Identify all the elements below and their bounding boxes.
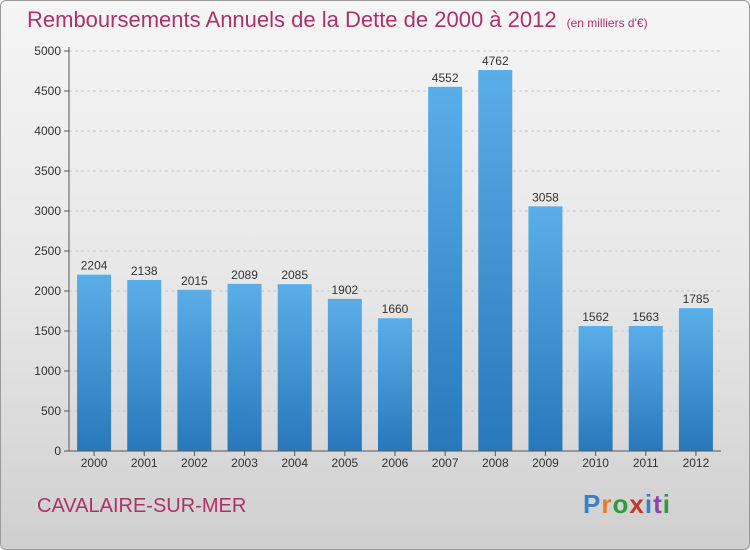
- bar-2009: [528, 206, 563, 451]
- logo-letter: i: [662, 489, 671, 519]
- x-tick-label: 2007: [432, 456, 459, 470]
- data-label: 2089: [231, 268, 258, 282]
- proxiti-logo: Proxiti: [583, 489, 671, 520]
- x-tick-label: 2009: [532, 456, 559, 470]
- y-tick-label: 1500: [34, 324, 61, 338]
- x-tick-label: 2006: [382, 456, 409, 470]
- data-label: 2085: [281, 268, 308, 282]
- bar-2006: [378, 318, 412, 451]
- bar-2007: [428, 86, 463, 451]
- logo-letter: o: [612, 489, 630, 519]
- chart-title-text: Remboursements Annuels de la Dette de 20…: [27, 7, 557, 32]
- x-tick-label: 2004: [281, 456, 308, 470]
- y-tick-label: 2000: [34, 284, 61, 298]
- logo-letter: i: [644, 489, 654, 519]
- y-tick-label: 5000: [34, 44, 61, 58]
- data-label: 2204: [81, 259, 108, 273]
- bar-2000: [77, 274, 112, 451]
- chart-title: Remboursements Annuels de la Dette de 20…: [27, 7, 648, 33]
- bars: 2204 2138 2015 2089 2085 1902 1660 4552 4762 3058…: [77, 54, 713, 451]
- bar-2011: [628, 325, 663, 451]
- bar-2005: [327, 298, 362, 451]
- city-name: CAVALAIRE-SUR-MER: [37, 495, 247, 517]
- y-tick-label: 2500: [34, 244, 61, 258]
- x-tick-label: 2008: [482, 456, 509, 470]
- x-tick-label: 2001: [131, 456, 158, 470]
- x-tick-label: 2012: [683, 456, 710, 470]
- logo-letter: t: [653, 489, 663, 519]
- data-label: 1563: [632, 310, 659, 324]
- bar-2010: [578, 326, 613, 451]
- data-label: 2015: [181, 274, 208, 288]
- y-tick-label: 0: [54, 444, 61, 458]
- data-label: 1902: [331, 283, 358, 297]
- logo-letter: x: [629, 489, 645, 519]
- logo-letter: r: [601, 489, 613, 519]
- y-tick-label: 3500: [34, 164, 61, 178]
- data-label: 2138: [131, 264, 158, 278]
- x-tick-label: 2000: [81, 456, 108, 470]
- y-tick-label: 4000: [34, 124, 61, 138]
- bar-2008: [478, 70, 513, 451]
- data-label: 4552: [432, 71, 459, 85]
- bar-2002: [177, 289, 212, 451]
- data-label: 3058: [532, 190, 559, 204]
- x-tick-label: 2005: [331, 456, 358, 470]
- data-label: 1660: [382, 302, 409, 316]
- x-tick-label: 2003: [231, 456, 258, 470]
- y-tick-label: 4500: [34, 84, 61, 98]
- logo-letter: P: [583, 489, 602, 519]
- y-tick-label: 1000: [34, 364, 61, 378]
- bar-2004: [277, 284, 312, 451]
- unit-note: (en milliers d'€): [566, 16, 648, 30]
- x-tick-label: 2002: [181, 456, 208, 470]
- data-label: 1562: [582, 310, 609, 324]
- x-tick-label: 2011: [633, 456, 659, 470]
- bar-2003: [227, 283, 262, 451]
- x-tick-label: 2010: [582, 456, 609, 470]
- data-label: 4762: [482, 54, 509, 68]
- bar-2001: [127, 279, 162, 451]
- axes: 0 500 1000 1500 2000 2500 3000 3500 4000 4500 5000…: [34, 44, 721, 470]
- bar-2012: [678, 308, 713, 451]
- y-tick-label: 3000: [34, 204, 61, 218]
- data-label: 1785: [683, 292, 710, 306]
- y-tick-label: 500: [41, 404, 61, 418]
